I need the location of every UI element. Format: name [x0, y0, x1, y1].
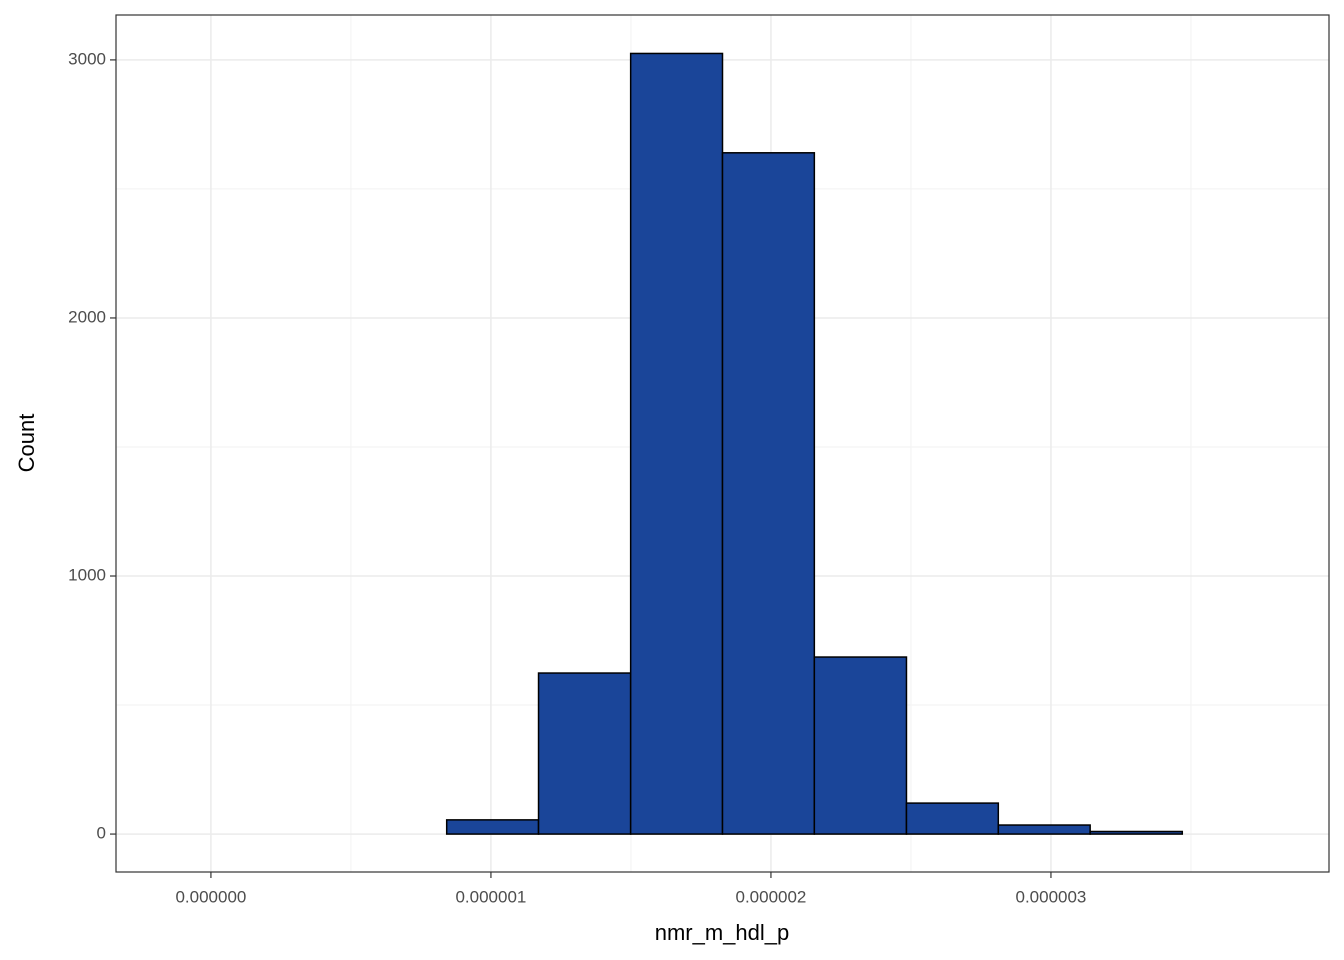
plot-border: [115, 14, 1330, 873]
bar: [629, 52, 724, 835]
bar: [905, 802, 1000, 835]
y-tick-label: 2000: [68, 307, 106, 326]
bar: [445, 819, 540, 835]
bar: [537, 672, 632, 835]
bar: [813, 656, 908, 835]
x-axis-title: nmr_m_hdl_p: [655, 920, 790, 945]
x-tick-label: 0.000003: [1015, 887, 1086, 906]
y-tick-label: 0: [97, 824, 106, 843]
x-tick-label: 0.000002: [735, 887, 806, 906]
y-tick-label: 1000: [68, 565, 106, 584]
x-tick-label: 0.000000: [175, 887, 246, 906]
bar: [997, 824, 1091, 835]
y-tick-label: 3000: [68, 49, 106, 68]
bar: [1089, 830, 1184, 835]
y-axis-title: Count: [14, 414, 39, 473]
x-tick-label: 0.000001: [455, 887, 526, 906]
bar: [721, 152, 816, 835]
